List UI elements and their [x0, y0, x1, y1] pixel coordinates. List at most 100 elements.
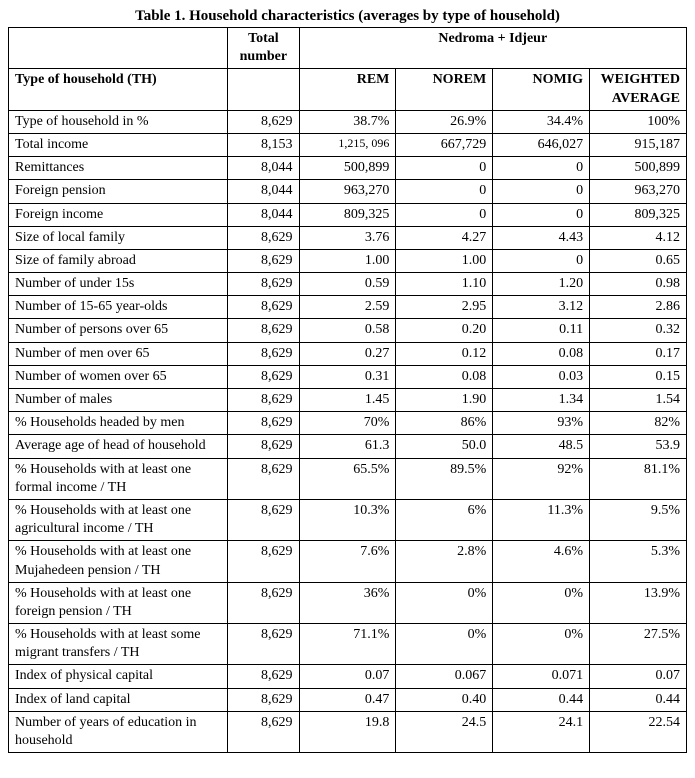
row-value: 0	[396, 180, 493, 203]
header-col-1: NOREM	[396, 69, 493, 110]
row-value: 809,325	[299, 203, 396, 226]
row-value: 82%	[590, 412, 687, 435]
row-value: 13.9%	[590, 582, 687, 623]
row-total-number: 8,044	[228, 180, 299, 203]
row-value: 24.5	[396, 711, 493, 752]
row-label: Index of physical capital	[9, 665, 228, 688]
row-value: 22.54	[590, 711, 687, 752]
row-value: 86%	[396, 412, 493, 435]
row-value: 915,187	[590, 133, 687, 156]
row-value: 1,215, 096	[299, 133, 396, 156]
row-total-number: 8,629	[228, 296, 299, 319]
row-label: Number of 15-65 year-olds	[9, 296, 228, 319]
row-value: 65.5%	[299, 458, 396, 499]
row-value: 100%	[590, 110, 687, 133]
household-table: Total number Nedroma + Idjeur Type of ho…	[8, 27, 687, 753]
row-value: 93%	[493, 412, 590, 435]
row-total-number: 8,629	[228, 541, 299, 582]
row-value: 1.54	[590, 389, 687, 412]
row-value: 0	[493, 249, 590, 272]
header-row-label: Type of household (TH)	[9, 69, 228, 110]
row-value: 0%	[493, 624, 590, 665]
row-value: 0.071	[493, 665, 590, 688]
row-value: 0	[396, 203, 493, 226]
table-row: Index of physical capital8,629 0.07 0.0670…	[9, 665, 687, 688]
row-value: 0.27	[299, 342, 396, 365]
table-row: % Households with at least one Mujahedee…	[9, 541, 687, 582]
row-label: Number of under 15s	[9, 273, 228, 296]
row-value: 0	[493, 157, 590, 180]
row-value: 1.34	[493, 389, 590, 412]
table-row: Number of years of education in househol…	[9, 711, 687, 752]
table-row: % Households with at least one foreign p…	[9, 582, 687, 623]
row-value: 0	[493, 203, 590, 226]
row-value: 0.58	[299, 319, 396, 342]
row-total-number: 8,629	[228, 582, 299, 623]
row-label: % Households with at least some migrant …	[9, 624, 228, 665]
row-value: 0.32	[590, 319, 687, 342]
row-total-number: 8,629	[228, 273, 299, 296]
row-value: 0.08	[396, 365, 493, 388]
row-total-number: 8,629	[228, 342, 299, 365]
row-value: 50.0	[396, 435, 493, 458]
row-value: 0.17	[590, 342, 687, 365]
row-value: 0.44	[493, 688, 590, 711]
row-value: 0.12	[396, 342, 493, 365]
table-row: Number of persons over 658,6290.580.200.…	[9, 319, 687, 342]
table-row: Remittances8,044500,89900500,899	[9, 157, 687, 180]
row-label: Number of years of education in househol…	[9, 711, 228, 752]
row-value: 1.90	[396, 389, 493, 412]
row-value: 0.07	[590, 665, 687, 688]
row-total-number: 8,629	[228, 458, 299, 499]
table-row: Number of women over 658,6290.310.080.03…	[9, 365, 687, 388]
row-value: 0.59	[299, 273, 396, 296]
row-value: 0	[396, 157, 493, 180]
row-value: 4.27	[396, 226, 493, 249]
row-label: Number of women over 65	[9, 365, 228, 388]
row-value: 0%	[396, 624, 493, 665]
row-total-number: 8,629	[228, 319, 299, 342]
row-value: 36%	[299, 582, 396, 623]
row-value: 7.6%	[299, 541, 396, 582]
row-value: 70%	[299, 412, 396, 435]
row-value: 1.10	[396, 273, 493, 296]
row-total-number: 8,629	[228, 226, 299, 249]
header-col-2: NOMIG	[493, 69, 590, 110]
row-value: 963,270	[590, 180, 687, 203]
row-label: Size of local family	[9, 226, 228, 249]
row-value: 1.00	[299, 249, 396, 272]
row-value: 667,729	[396, 133, 493, 156]
row-value: 24.1	[493, 711, 590, 752]
row-value: 0.11	[493, 319, 590, 342]
table-row: Total income8,1531,215, 096667,729646,02…	[9, 133, 687, 156]
row-label: % Households with at least one Mujahedee…	[9, 541, 228, 582]
row-value: 38.7%	[299, 110, 396, 133]
row-value: 89.5%	[396, 458, 493, 499]
row-value: 0.31	[299, 365, 396, 388]
row-value: 1.45	[299, 389, 396, 412]
row-label: % Households with at least one formal in…	[9, 458, 228, 499]
header-blank	[9, 28, 228, 69]
row-value: 0.98	[590, 273, 687, 296]
row-value: 19.8	[299, 711, 396, 752]
row-value: 9.5%	[590, 499, 687, 540]
row-value: 0.47	[299, 688, 396, 711]
row-value: 0.067	[396, 665, 493, 688]
header-total-number: Total number	[228, 28, 299, 69]
row-value: 0.44	[590, 688, 687, 711]
row-total-number: 8,629	[228, 665, 299, 688]
row-value: 11.3%	[493, 499, 590, 540]
table-row: Size of family abroad8,6291.001.0000.65	[9, 249, 687, 272]
row-value: 1.00	[396, 249, 493, 272]
row-value: 71.1%	[299, 624, 396, 665]
table-row: Type of household in %8,62938.7%26.9%34.…	[9, 110, 687, 133]
row-total-number: 8,044	[228, 157, 299, 180]
table-row: % Households with at least some migrant …	[9, 624, 687, 665]
row-label: Average age of head of household	[9, 435, 228, 458]
row-label: Type of household in %	[9, 110, 228, 133]
row-label: Total income	[9, 133, 228, 156]
table-row: % Households with at least one formal in…	[9, 458, 687, 499]
table-row: % Households with at least one agricultu…	[9, 499, 687, 540]
row-label: Number of men over 65	[9, 342, 228, 365]
row-total-number: 8,629	[228, 249, 299, 272]
